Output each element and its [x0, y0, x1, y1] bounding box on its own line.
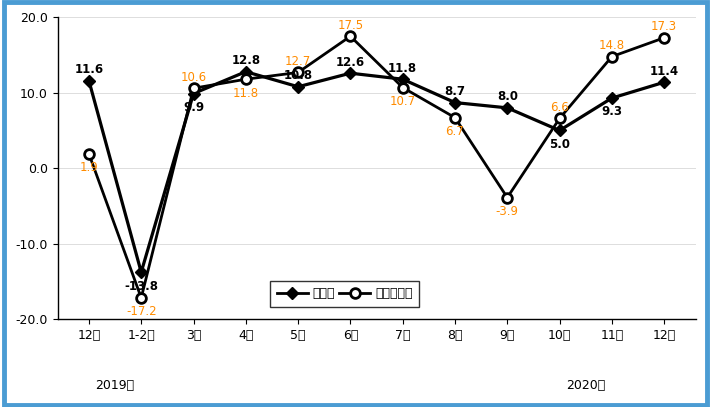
Text: 10.7: 10.7	[390, 95, 416, 108]
Text: 12.8: 12.8	[231, 54, 260, 67]
Text: 11.8: 11.8	[232, 87, 259, 100]
Text: -3.9: -3.9	[496, 205, 519, 218]
Text: 6.7: 6.7	[446, 125, 464, 138]
Text: 12.7: 12.7	[285, 55, 311, 68]
Text: 9.3: 9.3	[602, 105, 622, 118]
Text: 5.0: 5.0	[549, 138, 570, 151]
Text: 17.3: 17.3	[651, 20, 678, 33]
Text: 8.0: 8.0	[497, 90, 518, 103]
Text: -13.8: -13.8	[124, 280, 159, 293]
Text: 14.8: 14.8	[599, 39, 625, 52]
Text: 9.9: 9.9	[183, 101, 204, 114]
Text: 11.4: 11.4	[650, 65, 679, 78]
Legend: 增加値, 出口交货値: 增加値, 出口交货値	[270, 281, 419, 306]
Text: 17.5: 17.5	[337, 19, 363, 32]
Text: 1.9: 1.9	[80, 161, 98, 174]
Text: 2019年: 2019年	[95, 379, 134, 392]
Text: 6.6: 6.6	[550, 101, 569, 114]
Text: 11.8: 11.8	[388, 61, 417, 74]
Text: 11.6: 11.6	[75, 63, 104, 76]
Text: 10.8: 10.8	[284, 69, 313, 82]
Text: -17.2: -17.2	[126, 305, 156, 318]
Text: 12.6: 12.6	[336, 56, 365, 68]
Text: 10.6: 10.6	[181, 71, 207, 84]
Text: 2020年: 2020年	[566, 379, 605, 392]
Text: 8.7: 8.7	[444, 85, 466, 98]
